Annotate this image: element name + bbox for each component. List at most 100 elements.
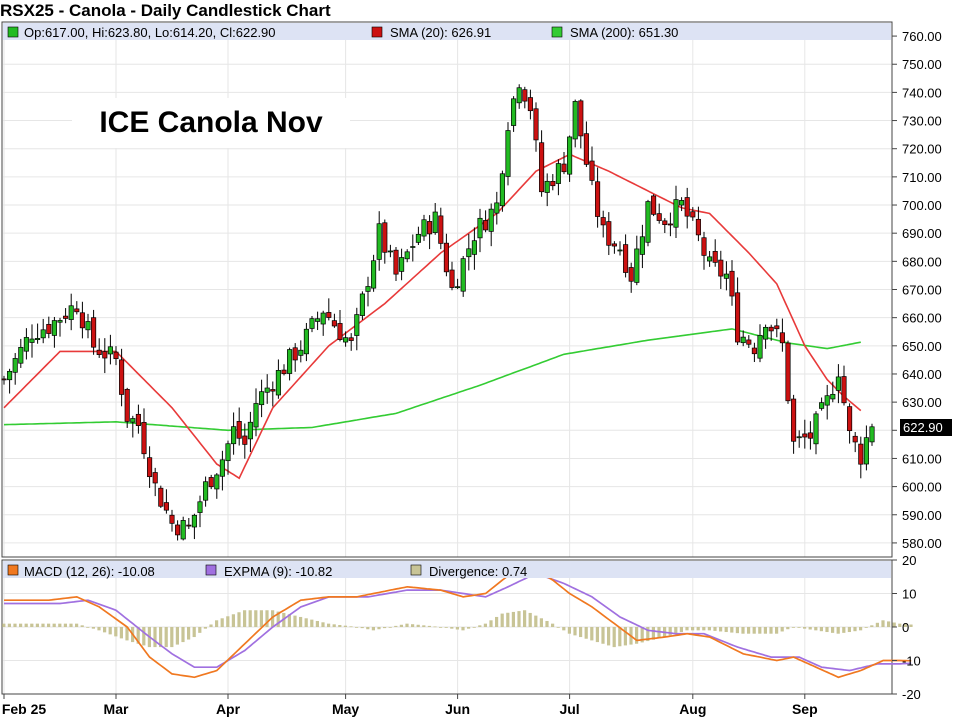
divergence-bar [909, 624, 913, 627]
divergence-bar [444, 627, 448, 628]
candle [522, 86, 528, 109]
divergence-bar [97, 627, 101, 631]
divergence-bar [220, 618, 224, 627]
divergence-bar [691, 627, 695, 631]
divergence-bar [153, 627, 157, 648]
candle [12, 353, 18, 385]
candle [225, 440, 231, 475]
divergence-bar [707, 627, 711, 631]
divergence-bar [338, 624, 342, 627]
candle [656, 203, 662, 224]
candle [707, 250, 713, 267]
candle [466, 233, 472, 271]
candle [124, 387, 130, 428]
candle [18, 338, 24, 368]
candle [779, 318, 785, 352]
candle [667, 212, 673, 237]
candle [365, 276, 371, 307]
divergence-bar [355, 627, 359, 628]
candle [774, 318, 780, 338]
x-axis: Feb 25 Mar Apr May Jun Jul Aug Sep [2, 694, 818, 717]
divergence-bar [69, 623, 73, 627]
candle [91, 309, 97, 355]
x-tick-label: Aug [679, 701, 706, 717]
divergence-bar [310, 619, 314, 627]
divergence-bar [461, 627, 465, 631]
candle [35, 323, 41, 344]
candle [46, 316, 52, 339]
candle [561, 151, 567, 175]
candle [516, 84, 522, 109]
divergence-bar [903, 624, 907, 627]
candle [331, 313, 337, 328]
divergence-bar [467, 627, 471, 629]
divergence-bar [668, 627, 672, 636]
divergence-bar [360, 627, 364, 629]
grid [3, 35, 891, 695]
divergence-bar [192, 627, 196, 638]
divergence-bar [7, 623, 11, 627]
divergence-bar [623, 627, 627, 646]
candle [259, 379, 265, 418]
divergence-bar [875, 622, 879, 627]
price-tick-label: 650.00 [902, 339, 942, 354]
price-tick-label: 680.00 [902, 254, 942, 269]
divergence-bar [511, 611, 515, 627]
divergence-bar [595, 627, 599, 643]
candle [298, 340, 304, 363]
sma200-legend-swatch [551, 26, 563, 38]
candle [527, 89, 533, 120]
sma200-line [3, 328, 861, 432]
divergence-bar [86, 627, 90, 628]
divergence-bar [75, 623, 79, 627]
expma-path [4, 572, 912, 672]
candle [606, 212, 612, 256]
candle [639, 224, 645, 269]
divergence-bar [377, 627, 381, 630]
candle [572, 99, 578, 148]
price-legend-strip [3, 23, 891, 40]
price-tick-label: 670.00 [902, 283, 942, 298]
divergence-bar [679, 627, 683, 633]
candle [135, 404, 141, 434]
divergence-bar [735, 627, 739, 634]
divergence-bar [259, 610, 263, 627]
candle [729, 260, 735, 306]
candle [63, 308, 69, 324]
divergence-bar [685, 627, 689, 631]
candle [432, 203, 438, 235]
macd-lines [4, 562, 912, 679]
divergence-bar [831, 627, 835, 633]
price-tick-label: 690.00 [902, 226, 942, 241]
divergence-bar [439, 627, 443, 628]
candle [404, 249, 410, 263]
divergence-bar [814, 627, 818, 631]
divergence-bar [226, 616, 230, 627]
divergence-bar [489, 620, 493, 627]
candle [869, 423, 875, 446]
candle [281, 364, 287, 376]
chart-title: RSX25 - Canola - Daily Candlestick Chart [0, 1, 331, 20]
divergence-bar [142, 627, 146, 646]
divergence-bar [175, 627, 179, 645]
candle [68, 293, 74, 331]
candle [796, 430, 802, 448]
divergence-bar [399, 624, 403, 627]
candle [830, 381, 836, 403]
candle [852, 431, 858, 453]
candle [348, 333, 354, 351]
divergence-bar [24, 623, 28, 627]
divergence-bar [321, 622, 325, 627]
candle [371, 254, 377, 292]
divergence-bar [601, 627, 605, 644]
candle [191, 513, 197, 540]
candle [147, 446, 153, 488]
candle [113, 346, 119, 366]
divergence-bar [63, 623, 67, 627]
candle [718, 250, 724, 289]
divergence-bar [80, 625, 84, 627]
divergence-bar [327, 623, 331, 627]
divergence-bar [758, 627, 762, 634]
candle [511, 96, 517, 132]
divergence-bar [405, 623, 409, 627]
